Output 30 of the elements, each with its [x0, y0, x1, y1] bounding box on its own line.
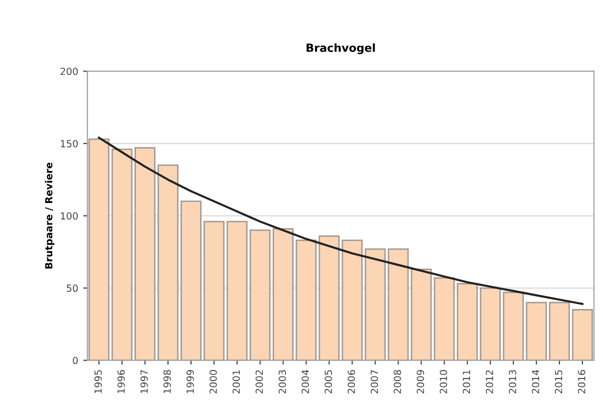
x-tick-label: 2016: [578, 370, 586, 394]
x-tick-label: 2004: [302, 370, 309, 394]
chart-title: Brachvogel: [306, 43, 375, 54]
x-tick-label: 2002: [256, 370, 263, 394]
y-axis-title: Brutpaare / Reviere: [44, 162, 54, 269]
x-tick-label: 2010: [440, 370, 448, 394]
x-tick-label: 2001: [232, 370, 240, 394]
y-tick-label: 200: [60, 68, 78, 76]
x-tick-label: 1996: [117, 370, 125, 394]
y-tick-label: 0: [72, 356, 78, 364]
x-tick-label: 2005: [324, 370, 332, 394]
x-tick-label: 2014: [532, 370, 540, 394]
x-tick-label: 2013: [508, 370, 516, 394]
line-series: [98, 136, 584, 306]
x-tick-label: 2000: [210, 370, 217, 394]
x-tick-label: 2007: [370, 370, 378, 394]
y-tick-label: 50: [66, 284, 78, 292]
y-tick-label: 100: [60, 212, 78, 220]
y-tick-label: 150: [60, 140, 78, 148]
x-tick-label: 1995: [94, 370, 102, 394]
x-tick-label: 2009: [416, 370, 424, 394]
x-tick-label: 2011: [462, 370, 470, 394]
x-tick-label: 1998: [163, 370, 171, 394]
x-tick-label: 2003: [278, 370, 286, 394]
x-tick-label: 2015: [554, 370, 562, 394]
x-tick-label: 1999: [186, 370, 194, 394]
x-tick-label: 2012: [486, 370, 494, 394]
x-tick-label: 1997: [140, 370, 148, 394]
x-tick-label: 2006: [348, 370, 356, 394]
x-tick-label: 2008: [394, 370, 402, 394]
